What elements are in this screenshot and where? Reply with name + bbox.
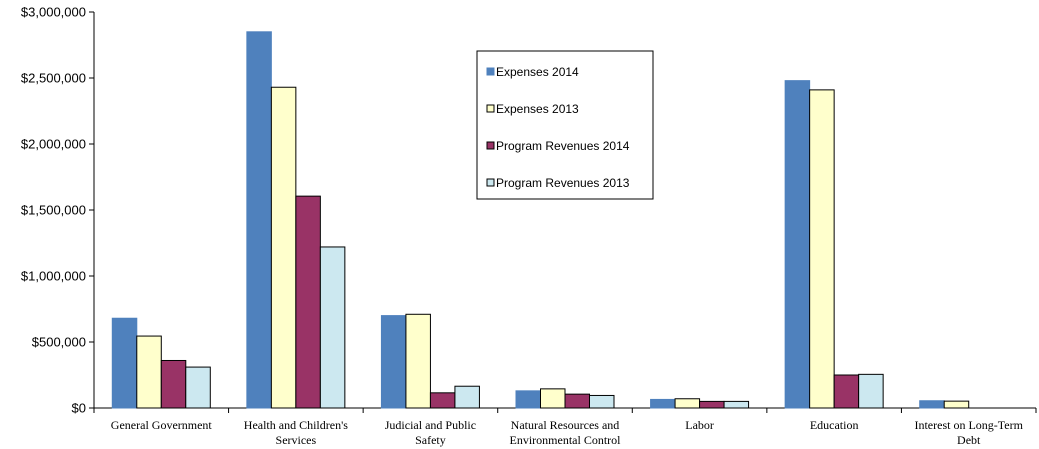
legend-label: Program Revenues 2014 xyxy=(496,139,630,153)
y-tick-label: $1,500,000 xyxy=(21,203,86,218)
bar xyxy=(319,246,346,409)
bar xyxy=(809,89,835,409)
bar xyxy=(540,388,566,409)
bar xyxy=(564,393,590,409)
bar xyxy=(111,317,138,409)
bar xyxy=(784,80,811,409)
bar xyxy=(429,392,456,409)
bar xyxy=(380,315,407,409)
legend-swatch xyxy=(486,104,495,113)
bar xyxy=(943,400,970,409)
legend-swatch xyxy=(486,141,495,150)
x-tick-label: Interest on Long-Term xyxy=(914,418,1023,432)
x-tick-label: Debt xyxy=(957,433,981,447)
x-tick-label: Labor xyxy=(685,418,714,432)
bar xyxy=(160,359,187,409)
legend-swatch xyxy=(486,67,495,76)
bar xyxy=(858,373,884,409)
y-tick-label: $3,000,000 xyxy=(21,5,86,20)
x-tick-label: Safety xyxy=(415,433,446,447)
bar xyxy=(833,374,860,409)
bar xyxy=(589,394,615,409)
bar xyxy=(650,398,676,409)
bar xyxy=(405,313,431,409)
x-tick-label: Services xyxy=(276,433,317,447)
legend: Expenses 2014 Expenses 2013 Program Revenu… xyxy=(476,50,654,200)
bar xyxy=(919,400,945,409)
bar xyxy=(136,335,162,409)
bar xyxy=(185,366,211,409)
legend-label: Expenses 2013 xyxy=(496,102,579,116)
x-tick-label: Natural Resources and xyxy=(511,418,620,432)
x-tick-label: General Government xyxy=(111,418,213,432)
y-tick-label: $2,500,000 xyxy=(21,71,86,86)
legend-label: Program Revenues 2013 xyxy=(496,176,630,190)
legend-label: Expenses 2014 xyxy=(496,65,579,79)
bar xyxy=(454,385,480,409)
x-tick-label: Education xyxy=(810,418,859,432)
bar xyxy=(674,398,701,409)
y-tick-label: $0 xyxy=(72,401,86,416)
legend-box xyxy=(476,50,654,200)
bar xyxy=(723,400,750,409)
y-tick-label: $500,000 xyxy=(32,335,86,350)
bar xyxy=(270,86,297,409)
bar xyxy=(295,195,321,409)
x-axis-labels: General Government Health and Children'sS… xyxy=(111,418,1024,447)
y-tick-label: $1,000,000 xyxy=(21,269,86,284)
x-tick-label: Health and Children's xyxy=(244,418,348,432)
y-tick-label: $2,000,000 xyxy=(21,137,86,152)
bar xyxy=(515,390,541,409)
x-tick-label: Judicial and Public xyxy=(385,418,476,432)
bar xyxy=(246,31,272,409)
x-tick-label: Environmental Control xyxy=(510,433,622,447)
bars xyxy=(111,31,970,409)
legend-swatch xyxy=(486,178,495,187)
bar xyxy=(699,400,725,409)
